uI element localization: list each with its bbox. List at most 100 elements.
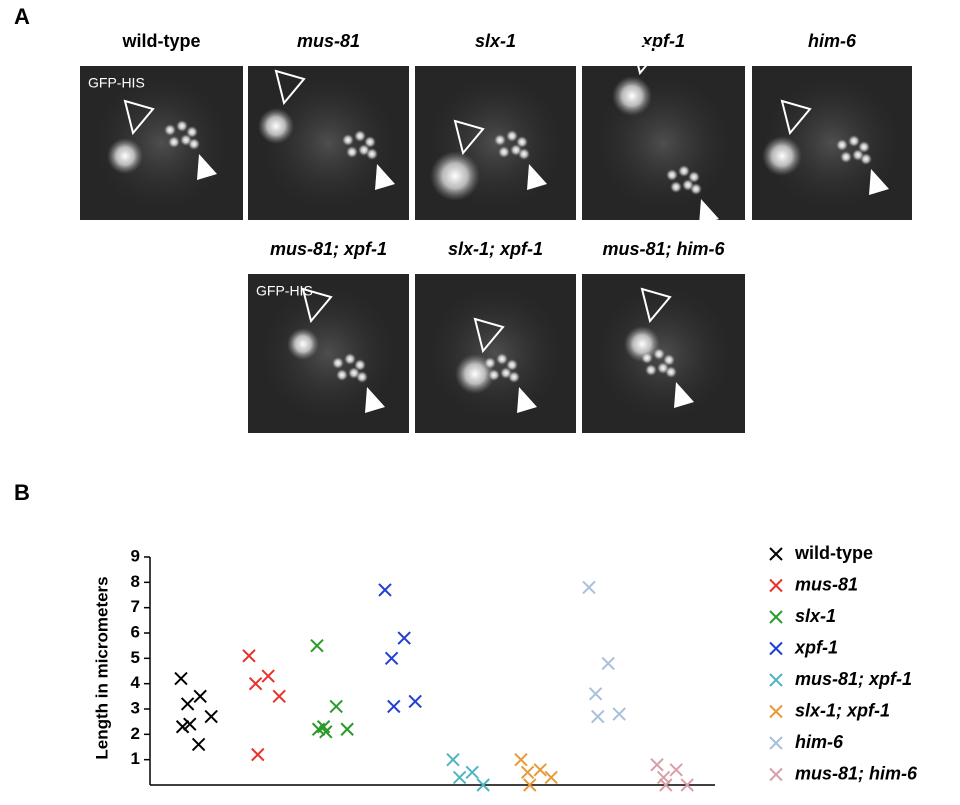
open-arrowhead (301, 287, 333, 324)
filled-arrowhead (699, 199, 719, 225)
nucleus (430, 151, 480, 201)
legend-marker (769, 578, 783, 593)
point (378, 583, 392, 597)
point (588, 687, 603, 701)
legend-marker (769, 736, 783, 750)
y-axis-label: Length in micrometers (92, 576, 111, 759)
point (591, 709, 605, 724)
point (582, 580, 596, 595)
nucleus (612, 76, 652, 116)
chromosome (354, 130, 366, 142)
legend-marker (769, 767, 783, 782)
open-arrowhead (630, 39, 662, 76)
point (514, 752, 528, 767)
nucleus (107, 138, 143, 174)
y-tick-label: 6 (131, 622, 140, 641)
point (191, 737, 206, 752)
chromosome (518, 148, 530, 160)
point (272, 689, 286, 704)
y-tick-label: 3 (131, 698, 140, 717)
panel-label: A (14, 4, 30, 29)
point (476, 778, 490, 792)
filled-arrowhead (365, 387, 385, 413)
nucleus (624, 326, 660, 362)
chromosome (332, 357, 344, 369)
filled-arrowhead (197, 154, 217, 180)
chromosome (488, 369, 500, 381)
point (612, 707, 626, 721)
chromosome (336, 369, 348, 381)
stain-label: GFP-HIS (256, 283, 313, 299)
point (310, 638, 324, 653)
y-tick-label: 4 (131, 673, 141, 692)
nucleus (287, 328, 319, 360)
y-tick-label: 9 (131, 546, 140, 565)
legend-label: him-6 (795, 732, 844, 752)
chromosome (176, 120, 188, 132)
point (204, 709, 218, 724)
chromosome (678, 165, 690, 177)
point (174, 671, 188, 686)
chromosome (164, 124, 176, 136)
open-arrowhead (123, 99, 155, 136)
legend-label: slx-1; xpf-1 (795, 700, 890, 720)
point (520, 765, 535, 780)
y-tick-label: 5 (131, 648, 140, 667)
open-arrowhead (473, 317, 505, 354)
point (183, 717, 197, 731)
legend-label: mus-81; him-6 (795, 763, 918, 783)
legend-label: wild-type (794, 543, 873, 563)
open-arrowhead (640, 287, 672, 324)
chromosome (665, 366, 677, 378)
image-title: mus-81; him-6 (602, 239, 725, 259)
point (319, 725, 333, 739)
chromosome (836, 139, 848, 151)
chromosome (506, 130, 518, 142)
nucleus (258, 108, 294, 144)
point (193, 689, 207, 704)
point (533, 763, 547, 777)
point (242, 649, 256, 663)
image-title: wild-type (121, 31, 200, 51)
image-title: slx-1 (475, 31, 516, 51)
legend-marker (769, 610, 783, 624)
point (329, 699, 343, 714)
legend-label: mus-81 (795, 574, 858, 594)
point (544, 770, 558, 785)
point (523, 778, 537, 792)
stain-label: GFP-HIS (88, 75, 145, 91)
haze (91, 73, 232, 213)
point (397, 631, 411, 645)
y-tick-label: 1 (131, 749, 140, 768)
chromosome (666, 169, 678, 181)
point (650, 758, 664, 772)
haze (258, 283, 399, 424)
filled-arrowhead (674, 382, 694, 408)
point (340, 722, 354, 736)
legend-marker (769, 547, 783, 561)
chromosome (645, 364, 657, 376)
point (452, 770, 467, 785)
chromosome (641, 352, 653, 364)
point (180, 697, 195, 711)
chromosome (670, 181, 682, 193)
image-title: mus-81 (297, 31, 360, 51)
image-title: mus-81; xpf-1 (270, 239, 387, 259)
haze (425, 283, 566, 424)
point (465, 765, 479, 780)
point (669, 763, 683, 777)
point (446, 752, 460, 767)
point (680, 778, 694, 792)
chromosome (496, 353, 508, 365)
chromosome (498, 146, 510, 158)
chromosome (168, 136, 180, 148)
point (408, 694, 422, 709)
chromosome (860, 153, 872, 165)
chromosome (344, 353, 356, 365)
chromosome (653, 348, 665, 360)
panel-label: B (14, 480, 30, 505)
point (248, 676, 263, 691)
chromosome (342, 134, 354, 146)
point (175, 720, 190, 734)
